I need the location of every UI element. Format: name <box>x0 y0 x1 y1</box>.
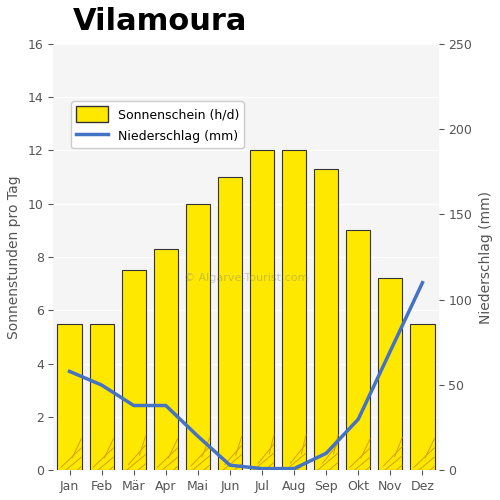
Bar <box>218 177 242 470</box>
Bar <box>346 230 370 470</box>
Y-axis label: Niederschlag (mm): Niederschlag (mm) <box>479 190 493 324</box>
Bar <box>410 324 434 470</box>
Legend: Sonnenschein (h/d), Niederschlag (mm): Sonnenschein (h/d), Niederschlag (mm) <box>72 102 244 148</box>
Text: © Algarve-Tourist.com: © Algarve-Tourist.com <box>184 274 308 283</box>
Bar <box>58 324 82 470</box>
Text: Vilamoura: Vilamoura <box>72 7 247 36</box>
Bar <box>90 324 114 470</box>
Bar <box>378 278 402 470</box>
Bar <box>154 249 178 470</box>
Bar <box>282 150 306 470</box>
Bar <box>122 270 146 470</box>
Bar <box>250 150 274 470</box>
Y-axis label: Sonnenstunden pro Tag: Sonnenstunden pro Tag <box>7 176 21 339</box>
Bar <box>186 204 210 470</box>
Bar <box>314 169 338 470</box>
